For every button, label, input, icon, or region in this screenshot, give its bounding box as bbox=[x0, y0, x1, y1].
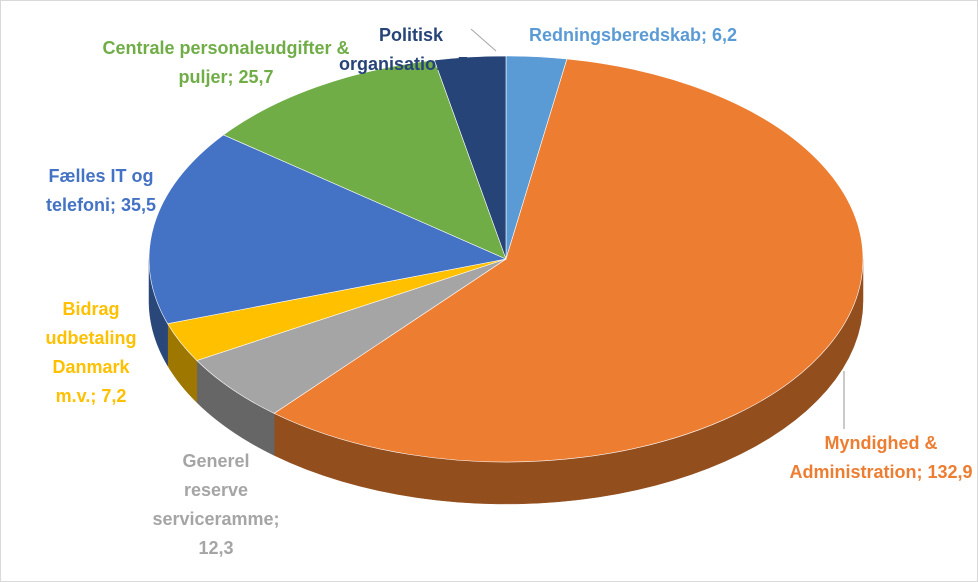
slice bbox=[148, 134, 508, 325]
slice bbox=[222, 59, 507, 260]
label-separator: ; bbox=[701, 25, 712, 45]
value-label: 132,9 bbox=[927, 462, 973, 482]
value-label: 35,5 bbox=[120, 195, 157, 215]
category-name: Politisk organisation bbox=[338, 25, 447, 74]
label-separator: ; bbox=[109, 195, 121, 215]
data-label: Centrale personaleudgifter & puljer; 25,… bbox=[91, 34, 361, 92]
category-name: Centrale personaleudgifter & puljer bbox=[102, 38, 350, 87]
data-label: Redningsberedskab; 6,2 bbox=[526, 21, 741, 50]
category-name: Redningsberedskab bbox=[528, 25, 701, 45]
data-label: Politisk organisation; 7,3 bbox=[336, 21, 486, 79]
data-label: Generel reserve serviceramme; 12,3 bbox=[149, 447, 284, 563]
category-name: Bidrag udbetaling Danmark m.v. bbox=[45, 299, 137, 406]
data-label: Myndighed & Administration; 132,9 bbox=[789, 429, 974, 487]
label-separator: ; bbox=[227, 67, 239, 87]
label-separator: ; bbox=[273, 509, 280, 529]
slice bbox=[433, 55, 507, 260]
label-separator: ; bbox=[916, 462, 928, 482]
leader-line bbox=[470, 28, 497, 52]
value-label: 12,3 bbox=[198, 538, 234, 558]
category-name: Fælles IT og telefoni bbox=[45, 166, 154, 215]
data-label: Bidrag udbetaling Danmark m.v.; 7,2 bbox=[36, 295, 146, 411]
value-label: 6,2 bbox=[712, 25, 738, 45]
value-label: 7,3 bbox=[457, 54, 484, 74]
slice bbox=[273, 58, 864, 463]
label-separator: ; bbox=[90, 386, 102, 406]
label-separator: ; bbox=[446, 54, 458, 74]
data-label: Fælles IT og telefoni; 35,5 bbox=[26, 162, 176, 220]
category-name: Generel reserve serviceramme bbox=[152, 451, 274, 529]
value-label: 25,7 bbox=[238, 67, 274, 87]
category-name: Myndighed & Administration bbox=[789, 433, 938, 482]
value-label: 7,2 bbox=[101, 386, 127, 406]
